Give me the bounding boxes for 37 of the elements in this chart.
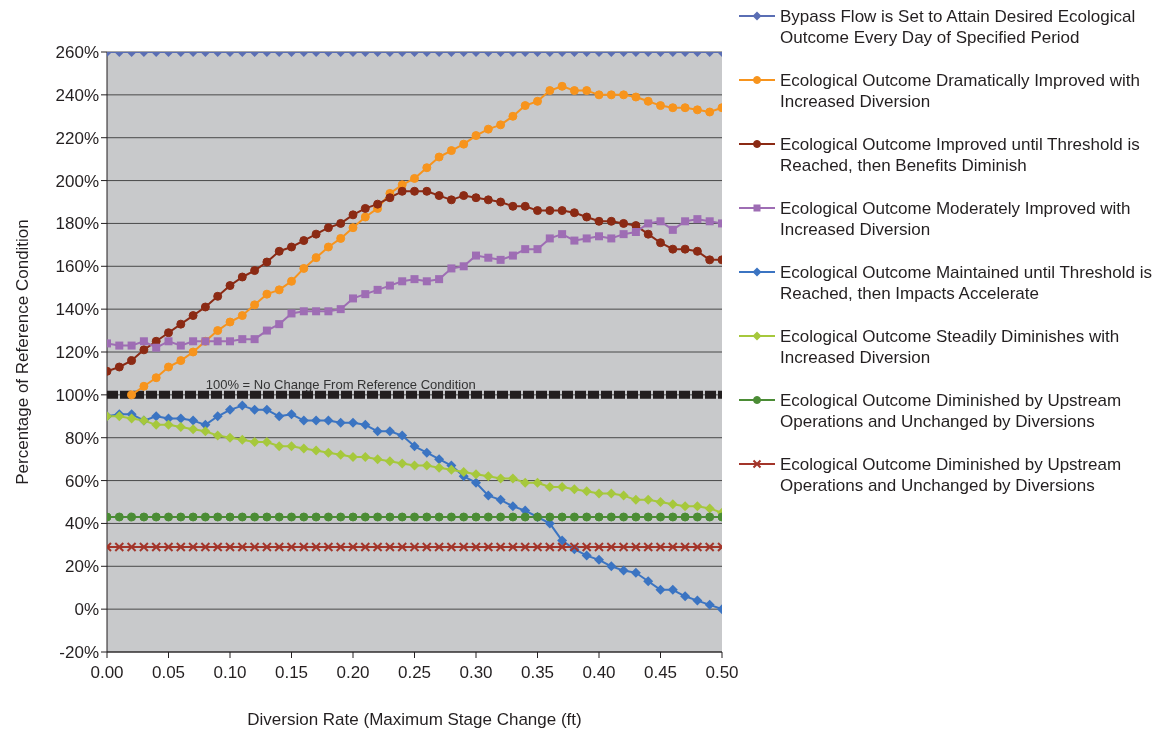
x-axis-title: Diversion Rate (Maximum Stage Change (ft)	[247, 710, 582, 729]
ref-line-label: 100% = No Change From Reference Condition	[205, 376, 476, 392]
legend-label: Ecological Outcome Improved until Threshold is Reached, then Benefits Diminish	[780, 134, 1141, 176]
y-tick-label: 240%	[55, 85, 99, 105]
y-tick-label: 100%	[55, 385, 99, 405]
y-tick-label: 200%	[55, 171, 99, 191]
y-tick-label: 120%	[55, 343, 99, 363]
legend-label: Ecological Outcome Diminished by Upstream Operations and Unchanged by Diversions	[780, 390, 1123, 432]
x-tick-label: 0.50	[705, 663, 739, 683]
legend-label: Ecological Outcome Steadily Diminishes with Increased Diversion	[780, 326, 1121, 368]
x-tick-label: 0.30	[459, 663, 493, 683]
y-tick-label: 0%	[74, 600, 99, 620]
x-tick-label: 0.05	[151, 663, 186, 683]
x-tick-label: 0.35	[520, 663, 555, 683]
y-tick-label: 60%	[64, 471, 99, 491]
y-tick-label: 180%	[55, 214, 99, 234]
legend-label: Ecological Outcome Moderately Improved with Increased Diversion	[780, 198, 1132, 240]
x-tick-label: 0.15	[274, 663, 309, 683]
x-tick-label: 0.10	[213, 663, 247, 683]
y-tick-label: 140%	[55, 300, 99, 320]
y-tick-label: 220%	[55, 128, 99, 148]
y-tick-label: 80%	[64, 428, 99, 448]
x-tick-label: 0.40	[582, 663, 616, 683]
legend-label: Ecological Outcome Dramatically Improved with Increased Diversion	[780, 70, 1141, 112]
x-tick-label: 0.45	[643, 663, 678, 683]
y-tick-label: 260%	[55, 43, 99, 63]
x-tick-label: 0.25	[397, 663, 432, 683]
x-tick-label: 0.00	[90, 663, 124, 683]
y-tick-label: -20%	[59, 643, 99, 663]
y-tick-label: 160%	[55, 257, 99, 277]
legend-label: Ecological Outcome Diminished by Upstream Operations and Unchanged by Diversions	[780, 454, 1123, 496]
x-tick-label: 0.20	[336, 663, 370, 683]
y-tick-label: 20%	[64, 557, 99, 577]
legend-label: Ecological Outcome Maintained until Threshold is Reached, then Impacts Accelerate	[780, 262, 1153, 304]
legend-label: Bypass Flow is Set to Attain Desired Ecological Outcome Every Day of Specified Period	[780, 6, 1137, 48]
y-axis-title: Percentage of Reference Condition	[13, 219, 33, 485]
y-tick-label: 40%	[64, 514, 99, 534]
